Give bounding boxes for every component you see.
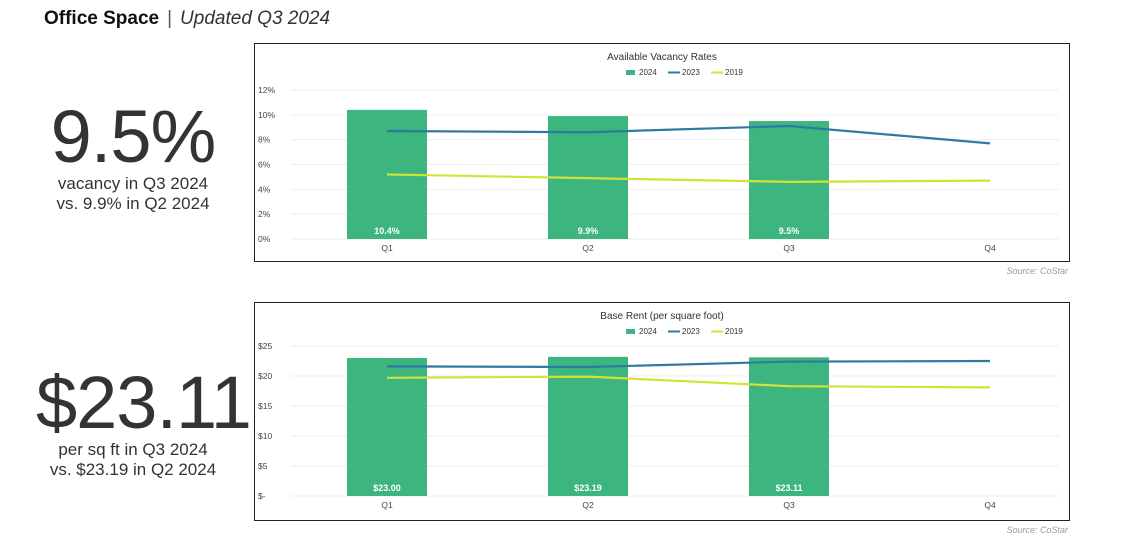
vacancy-chart: Available Vacancy Rates 2024 2023 2019 0% 2% 4… <box>254 43 1070 262</box>
rent-chart: Base Rent (per square foot) 2024 2023 2019 $… <box>254 302 1070 521</box>
vacancy-chart-svg: Available Vacancy Rates 2024 2023 2019 0% 2% 4… <box>258 52 1059 253</box>
bar-2024 <box>749 121 829 239</box>
vacancy-stat: 9.5% vacancy in Q3 2024 vs. 9.9% in Q2 2… <box>36 100 230 214</box>
bar-2024 <box>548 356 628 496</box>
x-tick-label: Q3 <box>783 243 795 253</box>
y-tick-label: $- <box>258 491 266 501</box>
bar-data-label: 9.5% <box>779 226 800 236</box>
rent-chart-svg: Base Rent (per square foot) 2024 2023 2019 $… <box>258 311 1059 510</box>
page-title: Office Space <box>44 8 160 29</box>
x-tick-label: Q1 <box>381 243 393 253</box>
y-tick-label: 2% <box>258 209 271 219</box>
vacancy-stat-line2: vs. 9.9% in Q2 2024 <box>56 194 210 213</box>
vacancy-stat-line1: vacancy in Q3 2024 <box>57 174 209 193</box>
series-line-2019 <box>386 173 991 183</box>
bar-2024 <box>749 357 829 496</box>
y-tick-label: 6% <box>258 160 271 170</box>
header-separator: | <box>167 8 173 29</box>
y-tick-label: $5 <box>258 461 268 471</box>
bar-data-label: $23.19 <box>574 483 602 493</box>
chart-title: Available Vacancy Rates <box>607 52 717 63</box>
rent-stat-line2: vs. $23.19 in Q2 2024 <box>49 460 217 479</box>
x-tick-label: Q3 <box>783 500 795 510</box>
bar-data-label: $23.11 <box>775 483 802 493</box>
x-tick-label: Q2 <box>582 500 594 510</box>
rent-source: Source: CoStar <box>1006 525 1068 535</box>
legend-label-2019: 2019 <box>725 68 743 77</box>
bar-data-label: $23.00 <box>373 483 401 493</box>
legend-swatch-2024 <box>626 329 635 334</box>
y-tick-label: 8% <box>258 135 271 145</box>
y-tick-label: $10 <box>258 431 272 441</box>
x-tick-label: Q1 <box>381 500 393 510</box>
page-subtitle: Updated Q3 2024 <box>180 8 331 29</box>
legend-label-2019: 2019 <box>725 327 743 336</box>
bar-2024 <box>347 358 427 496</box>
legend-label-2024: 2024 <box>639 327 657 336</box>
vacancy-source: Source: CoStar <box>1006 266 1068 276</box>
series-line-2023 <box>386 124 991 145</box>
rent-stat-line1: per sq ft in Q3 2024 <box>58 440 208 459</box>
x-tick-label: Q4 <box>984 243 996 253</box>
series-line-2019 <box>386 375 991 389</box>
legend-label-2023: 2023 <box>682 327 700 336</box>
y-tick-label: 4% <box>258 184 271 194</box>
y-tick-label: $20 <box>258 371 272 381</box>
y-tick-label: $15 <box>258 401 272 411</box>
y-tick-label: 10% <box>258 110 275 120</box>
y-tick-label: $25 <box>258 341 272 351</box>
chart-title: Base Rent (per square foot) <box>600 311 723 322</box>
bar-data-label: 10.4% <box>374 226 400 236</box>
rent-stat-value: $23.11 <box>36 361 252 444</box>
y-tick-label: 12% <box>258 85 275 95</box>
x-tick-label: Q4 <box>984 500 996 510</box>
bar-data-label: 9.9% <box>578 226 599 236</box>
page-header: Office Space | Updated Q3 2024 <box>44 8 330 30</box>
legend-label-2023: 2023 <box>682 68 700 77</box>
rent-stat: $23.11 per sq ft in Q3 2024 vs. $23.19 i… <box>36 361 252 480</box>
series-line-2023 <box>386 359 991 369</box>
vacancy-stat-value: 9.5% <box>50 95 217 178</box>
x-tick-label: Q2 <box>582 243 594 253</box>
legend-label-2024: 2024 <box>639 68 657 77</box>
y-tick-label: 0% <box>258 234 271 244</box>
legend-swatch-2024 <box>626 70 635 75</box>
